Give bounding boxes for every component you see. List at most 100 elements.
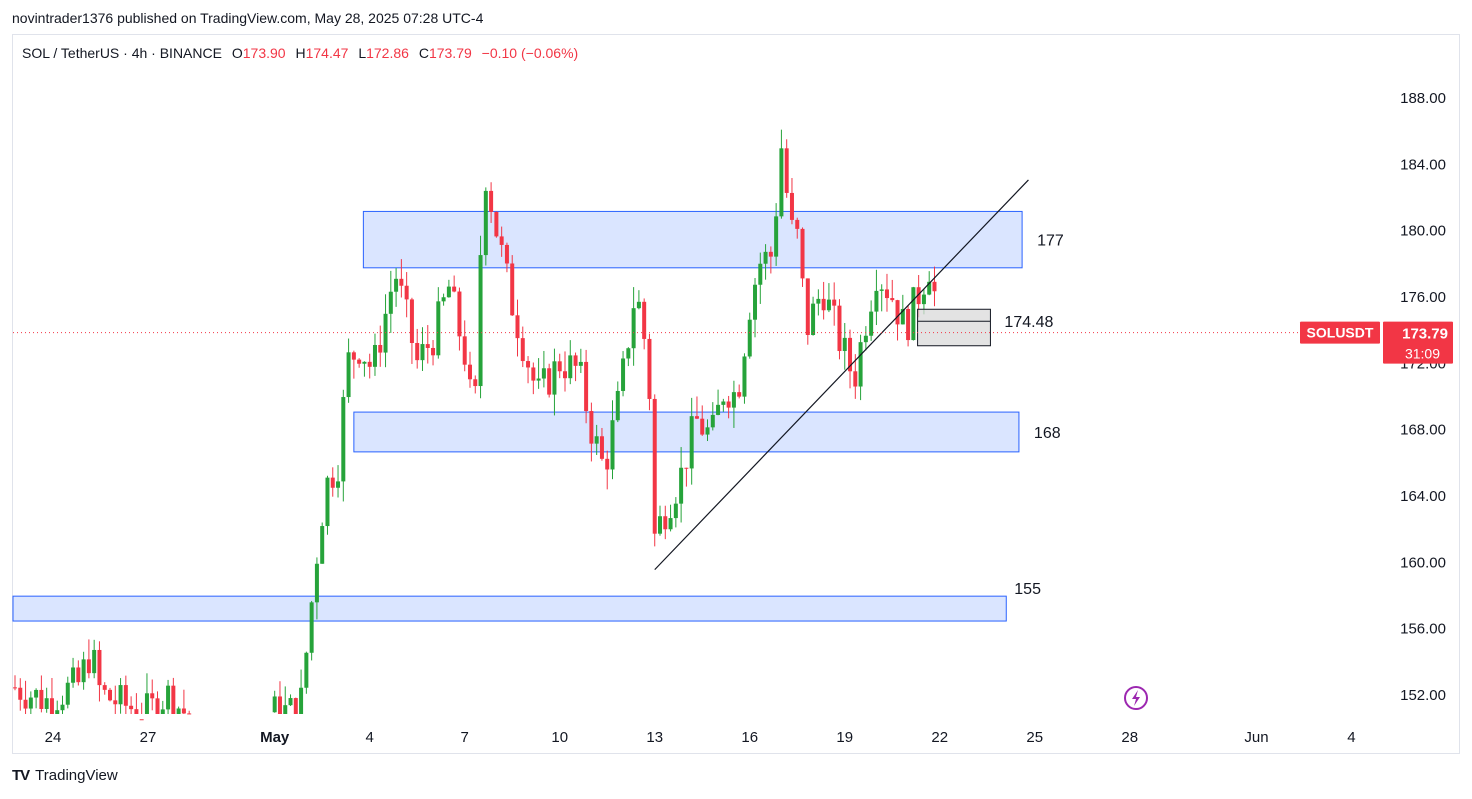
candle [684, 467, 689, 487]
candle-body [383, 313, 388, 353]
candle [726, 395, 731, 419]
x-tick-label: 22 [931, 729, 948, 746]
candle [900, 294, 905, 325]
candle [65, 676, 70, 709]
y-tick-label: 152.00 [1400, 687, 1446, 704]
candle [737, 384, 742, 399]
candle [932, 266, 937, 307]
price-tags: SOLUSDT 173.79 31:09 [1300, 321, 1453, 364]
candle [420, 327, 425, 371]
candle [526, 356, 531, 384]
candle [409, 297, 414, 364]
low-value: 172.86 [366, 45, 409, 61]
candle [584, 349, 589, 424]
candle [562, 351, 567, 392]
candle [23, 680, 28, 714]
candle-body [171, 685, 176, 714]
candle-body [726, 401, 731, 408]
candle [610, 400, 615, 480]
y-tick-label: 160.00 [1400, 554, 1446, 571]
candle [658, 505, 663, 536]
candle-body [789, 192, 794, 220]
candle [753, 278, 758, 338]
y-tick-label: 184.00 [1400, 156, 1446, 173]
candle-body [467, 364, 472, 380]
candle-body [547, 368, 552, 395]
candle [473, 375, 478, 394]
candle [848, 329, 853, 389]
candle [102, 682, 107, 695]
candle-body [515, 315, 520, 339]
candle [187, 710, 192, 715]
candle [832, 282, 837, 326]
candle [272, 690, 277, 713]
candle [336, 465, 341, 498]
candle-body [97, 649, 102, 686]
candle-body [473, 379, 478, 387]
candle [367, 353, 372, 379]
candle [605, 450, 610, 490]
candle-body [615, 390, 620, 421]
candle-body [283, 705, 288, 714]
candles-layer [12, 129, 937, 721]
candle-body [821, 298, 826, 311]
candle-body [694, 416, 699, 419]
candle [805, 278, 810, 345]
candle [346, 338, 351, 403]
candle-body [663, 516, 668, 530]
candle-body [309, 602, 314, 653]
candle [858, 334, 863, 401]
x-tick-label: 25 [1026, 729, 1043, 746]
candle [97, 641, 102, 702]
symbol-label[interactable]: SOL / TetherUS · 4h · BINANCE [22, 45, 222, 61]
x-tick-label: Jun [1244, 729, 1268, 746]
candle [176, 706, 181, 714]
candle [351, 350, 356, 379]
candle-body [774, 216, 779, 257]
candle [826, 283, 831, 313]
candle [842, 322, 847, 370]
candle [362, 361, 367, 377]
candle-body [526, 361, 531, 368]
candle [758, 252, 763, 304]
candle [536, 358, 541, 389]
lightning-icon[interactable] [1124, 686, 1148, 710]
candle [578, 348, 583, 374]
change-value: −0.10 (−0.06%) [481, 45, 579, 61]
candle [568, 340, 573, 385]
candle [394, 268, 399, 307]
candle [283, 686, 288, 714]
candle-body [605, 458, 610, 470]
candle [55, 700, 60, 714]
candle-body [684, 467, 689, 469]
x-tick-label: 7 [461, 729, 469, 746]
candle-body [921, 294, 926, 305]
zone-label: 168 [1034, 425, 1061, 442]
x-tick-label: 24 [45, 729, 62, 746]
candle-body [536, 378, 541, 381]
candle [906, 305, 911, 347]
high-value: 174.47 [305, 45, 349, 61]
candle [288, 694, 293, 706]
candle-body [562, 371, 567, 379]
candle-body [431, 347, 436, 356]
candle [304, 651, 309, 694]
candle [378, 325, 383, 367]
candle [694, 396, 699, 420]
last-price-tag [1383, 321, 1453, 364]
candle [573, 352, 578, 382]
candle [631, 287, 636, 366]
candle [123, 675, 128, 714]
candle-body [879, 289, 884, 291]
candle [49, 677, 54, 714]
candle-body [805, 278, 810, 336]
candle-body [668, 518, 673, 530]
candle-body [631, 308, 636, 349]
candle [436, 287, 441, 359]
symbol-tag [1300, 321, 1380, 344]
x-tick-label: 28 [1121, 729, 1138, 746]
candle-body [557, 361, 562, 372]
candle-body [716, 404, 721, 415]
candle-body [636, 301, 641, 309]
